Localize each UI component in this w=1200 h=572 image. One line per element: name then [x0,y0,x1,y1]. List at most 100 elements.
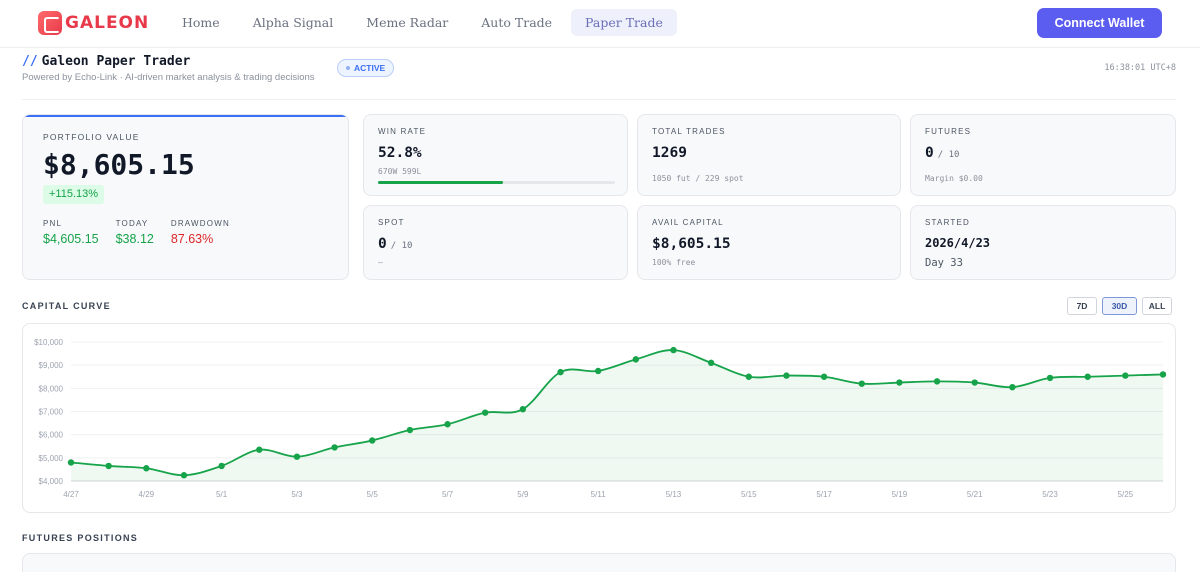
portfolio-change-badge: +115.13% [43,185,105,204]
portfolio-value-label: PORTFOLIO VALUE [43,132,140,142]
x-tick-label: 5/13 [666,490,682,499]
status-dot-icon [346,65,350,70]
x-tick-label: 5/17 [816,490,832,499]
y-tick-label: $6,000 [39,431,64,440]
futures-margin: Margin $0.00 [925,174,983,183]
spot-value: 0 [378,236,387,252]
range-all-button[interactable]: ALL [1142,297,1172,315]
range-7d-button[interactable]: 7D [1067,297,1097,315]
futures-card: FUTURES 0/ 10 Margin $0.00 [910,114,1176,196]
pnl-stat: PNL $4,605.15 [43,219,99,246]
started-card: STARTED 2026/4/23 Day 33 [910,205,1176,280]
data-point [143,465,150,472]
spot-label: SPOT [378,218,405,227]
top-nav: GALEON Home Alpha Signal Meme Radar Auto… [0,0,1200,48]
data-point [105,462,112,470]
nav-link-meme-radar[interactable]: Meme Radar [366,15,449,30]
logo[interactable]: GALEON [38,10,149,36]
total-trades-value: 1269 [652,145,687,161]
win-rate-label: WIN RATE [378,127,427,136]
page-title-text: Galeon Paper Trader [41,54,191,69]
x-tick-label: 5/21 [967,490,983,499]
today-value: $38.12 [115,232,154,246]
drawdown-label: DRAWDOWN [170,219,230,228]
started-day: Day 33 [925,257,963,269]
clock: 16:38:01 UTC+8 [1104,63,1176,73]
nav-link-paper-trade[interactable]: Paper Trade [571,9,677,36]
futures-value: 0 [925,145,934,161]
total-trades-label: TOTAL TRADES [652,127,726,136]
status-badge-text: ACTIVE [354,63,386,73]
total-trades-card: TOTAL TRADES 1269 1050 fut / 229 spot [637,114,901,196]
data-point [971,379,978,386]
futures-count: 0/ 10 [925,145,959,161]
data-point [180,472,188,479]
nav-link-home[interactable]: Home [182,15,220,30]
x-tick-label: 4/27 [63,490,79,499]
y-tick-label: $9,000 [39,361,64,370]
x-tick-label: 4/29 [139,490,155,499]
drawdown-value: 87.63% [170,232,214,246]
win-rate-bar-fill [378,181,504,184]
page-title: //Galeon Paper Trader [22,54,190,69]
galeon-logo-icon [38,11,62,35]
capital-curve-title: CAPITAL CURVE [22,301,111,311]
data-point [218,462,225,470]
y-tick-label: $10,000 [34,338,63,347]
started-date: 2026/4/23 [925,236,991,250]
y-tick-label: $5,000 [39,454,64,463]
data-point [1009,383,1016,391]
data-point [632,356,640,363]
x-tick-label: 5/23 [1042,490,1058,499]
range-selector: 7D 30D ALL [1062,297,1172,315]
data-point [896,379,903,386]
avail-capital-free: 100% free [652,258,696,267]
status-badge: ACTIVE [337,59,395,77]
data-point [933,378,941,385]
win-rate-value: 52.8% [378,145,422,161]
avail-capital-value: $8,605.15 [652,236,731,252]
data-point [858,380,865,387]
spot-sub: — [378,258,383,267]
logo-text: GALEON [65,13,150,33]
nav-link-auto-trade[interactable]: Auto Trade [481,15,553,30]
spot-card: SPOT 0/ 10 — [363,205,628,280]
data-point [444,421,451,428]
today-stat: TODAY $38.12 [116,219,154,246]
data-point [293,453,301,460]
started-label: STARTED [925,218,970,227]
x-tick-label: 5/5 [367,490,379,499]
range-30d-button[interactable]: 30D [1102,297,1137,315]
data-point [519,405,527,413]
portfolio-value-card: PORTFOLIO VALUE $8,605.15 +115.13% PNL $… [22,114,349,280]
data-point [369,437,376,444]
portfolio-mini-stats: PNL $4,605.15 TODAY $38.12 DRAWDOWN 87.6… [43,219,247,246]
pnl-label: PNL [43,219,63,228]
pnl-value: $4,605.15 [43,232,99,246]
y-tick-label: $8,000 [39,384,64,393]
portfolio-value: $8,605.15 [43,148,195,181]
x-tick-label: 5/7 [442,490,454,499]
data-point [256,446,263,453]
win-rate-card: WIN RATE 52.8% 670W 599L [363,114,628,196]
connect-wallet-button[interactable]: Connect Wallet [1037,8,1162,38]
nav-link-alpha-signal[interactable]: Alpha Signal [252,15,334,30]
data-point [1159,371,1167,378]
x-tick-label: 5/15 [741,490,757,499]
data-point [745,373,752,380]
spot-count: 0/ 10 [378,236,412,252]
page-subtitle: Powered by Echo-Link · AI-driven market … [22,72,315,83]
title-prefix: // [22,54,38,69]
win-loss-count: 670W 599L [378,167,422,176]
futures-label: FUTURES [925,127,972,136]
data-point [331,444,338,451]
data-point [406,426,414,434]
data-point [482,409,489,416]
today-label: TODAY [115,219,149,228]
data-point [707,359,715,367]
trades-breakdown: 1050 fut / 229 spot [652,174,744,183]
data-point [594,367,602,375]
data-point [1046,374,1054,382]
x-tick-label: 5/9 [517,490,529,499]
drawdown-stat: DRAWDOWN 87.63% [171,219,230,246]
